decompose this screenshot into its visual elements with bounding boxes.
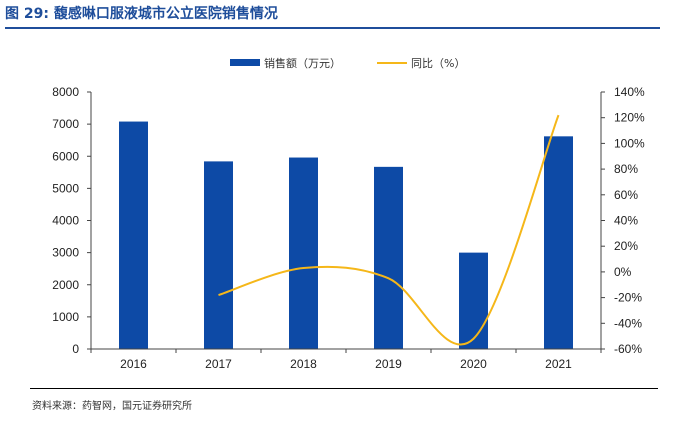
y-left-tick-label: 0 — [72, 342, 79, 356]
bar-2017 — [204, 161, 233, 349]
y-right-tick-label: 80% — [614, 162, 638, 176]
x-tick-label: 2021 — [545, 357, 572, 371]
y-left-tick-label: 5000 — [52, 181, 79, 195]
x-tick-label: 2016 — [120, 357, 147, 371]
bar-2019 — [374, 166, 403, 349]
y-right-tick-label: 0% — [614, 265, 632, 279]
figure-title: 馥感啉口服液城市公立医院销售情况 — [53, 6, 278, 22]
y-right-tick-label: 60% — [614, 188, 638, 202]
figure-label: 图 29: — [5, 6, 49, 22]
x-tick-label: 2018 — [290, 357, 317, 371]
source-divider — [30, 388, 658, 389]
legend-label-bar: 销售额（万元） — [264, 56, 341, 70]
bar-2016 — [119, 121, 148, 350]
y-left-tick-label: 2000 — [52, 278, 79, 292]
y-right-tick-label: 40% — [614, 214, 638, 228]
bar-2020 — [459, 252, 488, 349]
x-tick-label: 2017 — [205, 357, 232, 371]
y-left-tick-label: 6000 — [52, 149, 79, 163]
axes: 0 1000 2000 3000 4000 5000 6000 7000 8000 -60% -40… — [52, 85, 645, 371]
legend: 销售额（万元） 同比（%） — [230, 56, 465, 70]
figure-header: 图 29: 馥感啉口服液城市公立医院销售情况 — [5, 5, 660, 29]
y-left-tick-label: 7000 — [52, 117, 79, 131]
y-right-tick-label: -40% — [614, 316, 642, 330]
y-right-tick-label: 20% — [614, 239, 638, 253]
yoy-line — [218, 114, 560, 346]
bar-2018 — [289, 157, 318, 349]
bar-2021 — [544, 136, 573, 349]
source-note: 资料来源：药智网，国元证券研究所 — [32, 401, 192, 412]
y-right-tick-label: 100% — [614, 136, 645, 150]
bar-series — [119, 121, 573, 350]
y-left-tick-label: 3000 — [52, 246, 79, 260]
y-right-tick-label: -20% — [614, 291, 642, 305]
y-right-tick-label: 140% — [614, 85, 645, 99]
y-left-tick-label: 4000 — [52, 214, 79, 228]
x-tick-label: 2020 — [460, 357, 487, 371]
y-left-tick-label: 1000 — [52, 310, 79, 324]
x-tick-label: 2019 — [375, 357, 402, 371]
y-right-tick-label: -60% — [614, 342, 642, 356]
y-left-tick-label: 8000 — [52, 85, 79, 99]
line-series — [218, 114, 560, 346]
chart: 销售额（万元） 同比（%） 0 1000 2000 3000 4000 5000 6000 70… — [52, 56, 645, 371]
legend-swatch-bar — [230, 59, 260, 66]
y-right-tick-label: 120% — [614, 111, 645, 125]
legend-label-line: 同比（%） — [411, 57, 465, 70]
